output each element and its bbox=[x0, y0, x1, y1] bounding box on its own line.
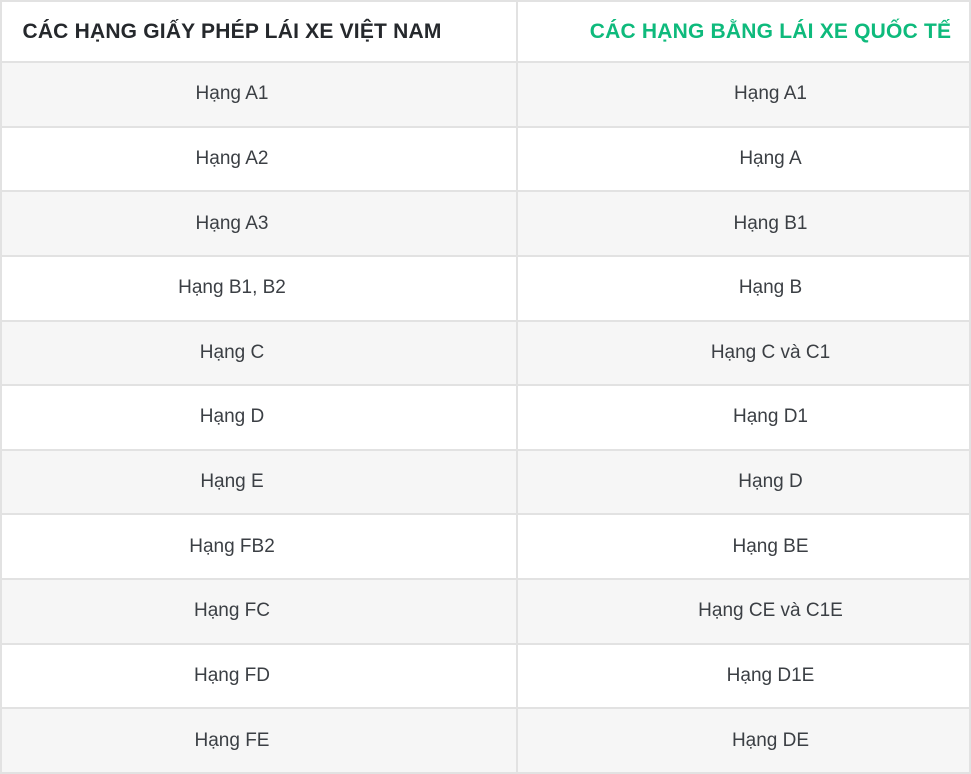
table-body: Hạng A1 Hạng A1 Hạng A2 Hạng A Hạng A3 H… bbox=[0, 61, 971, 774]
intl-license-cell: Hạng A bbox=[516, 125, 971, 193]
vn-license-cell: Hạng FC bbox=[0, 578, 518, 645]
table-header: CÁC HẠNG GIẤY PHÉP LÁI XE VIỆT NAM CÁC H… bbox=[0, 0, 971, 63]
table-row: Hạng FC Hạng CE và C1E bbox=[0, 578, 971, 645]
intl-license-cell: Hạng B1 bbox=[516, 190, 971, 257]
intl-license-cell: Hạng B bbox=[516, 254, 971, 322]
vn-license-cell: Hạng C bbox=[0, 319, 518, 387]
table-row: Hạng FE Hạng DE bbox=[0, 707, 971, 774]
intl-license-cell: Hạng A1 bbox=[516, 61, 971, 128]
vn-license-cell: Hạng A3 bbox=[0, 190, 518, 257]
table-row: Hạng E Hạng D bbox=[0, 448, 971, 516]
header-intl-license-classes: CÁC HẠNG BẰNG LÁI XE QUỐC TẾ bbox=[516, 0, 971, 63]
vn-license-cell: Hạng FD bbox=[0, 642, 518, 710]
intl-license-cell: Hạng BE bbox=[516, 513, 971, 580]
intl-license-cell: Hạng D1 bbox=[516, 384, 971, 451]
vn-license-cell: Hạng B1, B2 bbox=[0, 254, 518, 322]
table-row: Hạng FD Hạng D1E bbox=[0, 642, 971, 710]
vn-license-cell: Hạng D bbox=[0, 384, 518, 451]
table-header-row: CÁC HẠNG GIẤY PHÉP LÁI XE VIỆT NAM CÁC H… bbox=[0, 0, 971, 63]
table-row: Hạng A1 Hạng A1 bbox=[0, 61, 971, 128]
table-row: Hạng D Hạng D1 bbox=[0, 384, 971, 451]
header-vn-license-classes: CÁC HẠNG GIẤY PHÉP LÁI XE VIỆT NAM bbox=[0, 0, 518, 63]
table-row: Hạng FB2 Hạng BE bbox=[0, 513, 971, 580]
vn-license-cell: Hạng E bbox=[0, 448, 518, 516]
vn-license-cell: Hạng A2 bbox=[0, 125, 518, 193]
table-row: Hạng C Hạng C và C1 bbox=[0, 319, 971, 387]
vn-license-cell: Hạng FB2 bbox=[0, 513, 518, 580]
intl-license-cell: Hạng D1E bbox=[516, 642, 971, 710]
table-row: Hạng A3 Hạng B1 bbox=[0, 190, 971, 257]
table-row: Hạng B1, B2 Hạng B bbox=[0, 254, 971, 322]
intl-license-cell: Hạng DE bbox=[516, 707, 971, 774]
vn-license-cell: Hạng FE bbox=[0, 707, 518, 774]
vn-license-cell: Hạng A1 bbox=[0, 61, 518, 128]
table-row: Hạng A2 Hạng A bbox=[0, 125, 971, 193]
intl-license-cell: Hạng C và C1 bbox=[516, 319, 971, 387]
intl-license-cell: Hạng CE và C1E bbox=[516, 578, 971, 645]
intl-license-cell: Hạng D bbox=[516, 448, 971, 516]
